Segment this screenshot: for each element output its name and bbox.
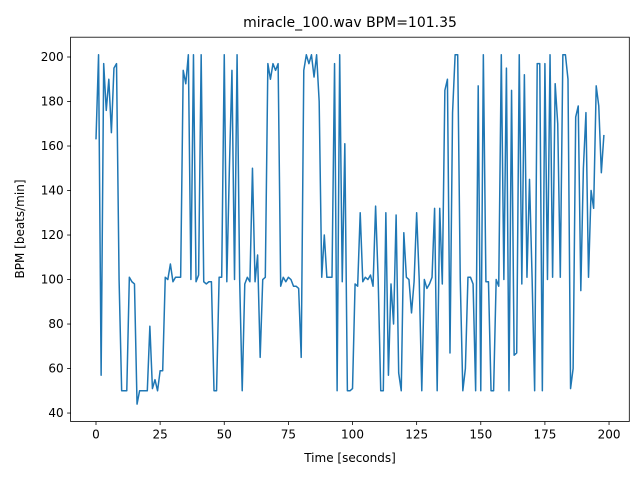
x-tick-label: 150 [469, 428, 492, 442]
y-tick-label: 120 [41, 228, 64, 242]
x-tick-label: 125 [405, 428, 428, 442]
y-tick-label: 60 [48, 362, 63, 376]
x-tick-label: 100 [341, 428, 364, 442]
y-tick-label: 180 [41, 95, 64, 109]
chart-title: miracle_100.wav BPM=101.35 [243, 15, 457, 31]
y-tick-label: 100 [41, 273, 64, 287]
x-tick-label: 25 [152, 428, 167, 442]
x-tick-label: 175 [533, 428, 556, 442]
y-axis-label: BPM [beats/min] [13, 180, 27, 279]
x-tick-label: 50 [217, 428, 232, 442]
x-tick-label: 200 [598, 428, 621, 442]
x-axis-label: Time [seconds] [303, 451, 396, 465]
plot-frame [70, 36, 630, 422]
y-tick-label: 80 [48, 317, 63, 331]
y-tick-label: 40 [48, 406, 63, 420]
x-tick-label: 75 [281, 428, 296, 442]
y-tick-label: 140 [41, 184, 64, 198]
y-tick-label: 200 [41, 50, 64, 64]
x-tick-label: 0 [92, 428, 100, 442]
data-line [95, 54, 605, 405]
y-tick-label: 160 [41, 139, 64, 153]
